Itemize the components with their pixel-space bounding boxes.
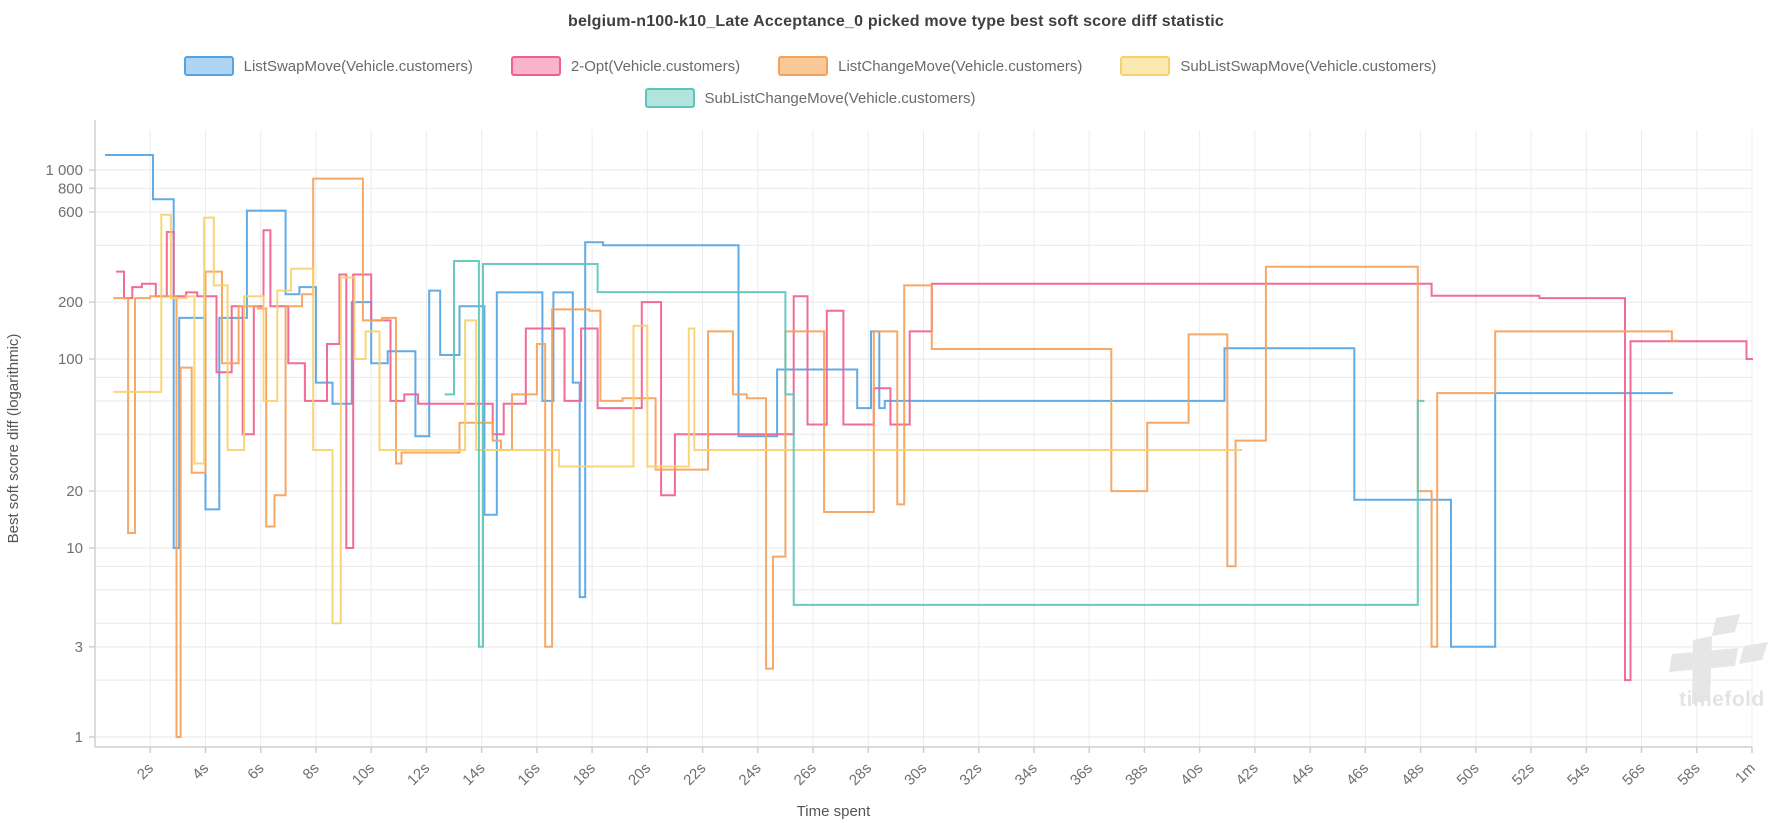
- x-tick-label: 46s: [1343, 760, 1372, 789]
- x-tick-label: 14s: [459, 760, 488, 789]
- chart-title: belgium-n100-k10_Late Acceptance_0 picke…: [567, 13, 1225, 30]
- x-tick-label: 16s: [515, 760, 544, 789]
- series-line-sub-list-swap-move: [113, 213, 1243, 625]
- logo-shape: [1739, 642, 1768, 664]
- x-tick-label: 48s: [1398, 760, 1427, 789]
- x-tick-label: 28s: [846, 760, 875, 789]
- x-tick-label: 6s: [244, 760, 267, 783]
- x-tick-label: 40s: [1177, 760, 1206, 789]
- y-tick-label: 600: [58, 204, 83, 221]
- legend-label-list-swap-move: ListSwapMove(Vehicle.customers): [243, 57, 473, 75]
- legend-row-2: SubListChangeMove(Vehicle.customers): [0, 88, 1620, 108]
- legend-item-list-swap-move[interactable]: ListSwapMove(Vehicle.customers): [183, 56, 473, 76]
- legend-swatch-list-change-move[interactable]: [778, 56, 829, 76]
- x-tick-label: 34s: [1012, 760, 1041, 789]
- y-axis-title: Best soft score diff (logarithmic): [5, 334, 22, 544]
- logo-shape: [1669, 648, 1738, 672]
- x-tick-label: 24s: [736, 760, 765, 789]
- legend-swatch-sub-list-swap-move[interactable]: [1120, 56, 1171, 76]
- x-tick-label: 44s: [1288, 760, 1317, 789]
- y-tick-label: 1 000: [45, 162, 83, 179]
- y-tick-label: 10: [66, 540, 83, 557]
- x-tick-label: 10s: [349, 760, 378, 789]
- x-tick-label: 52s: [1509, 760, 1538, 789]
- legend-item-list-change-move[interactable]: ListChangeMove(Vehicle.customers): [778, 56, 1082, 76]
- x-tick-label: 26s: [791, 760, 820, 789]
- grid-layer: [95, 130, 1753, 747]
- x-tick-label: 1m: [1732, 760, 1759, 787]
- y-tick-label: 800: [58, 180, 83, 197]
- x-tick-label: 56s: [1619, 760, 1648, 789]
- series-line-list-swap-move: [105, 154, 1673, 648]
- x-tick-label: 12s: [404, 760, 433, 789]
- x-tick-label: 30s: [901, 760, 930, 789]
- series-line-two-opt: [116, 229, 1753, 682]
- y-tick-label: 1: [75, 729, 83, 746]
- legend-label-sub-list-change-move: SubListChangeMove(Vehicle.customers): [704, 89, 976, 107]
- x-tick-label: 36s: [1067, 760, 1096, 789]
- legend-label-list-change-move: ListChangeMove(Vehicle.customers): [838, 57, 1083, 75]
- legend-row-1: ListSwapMove(Vehicle.customers) 2-Opt(Veh…: [0, 56, 1620, 76]
- x-tick-label: 8s: [300, 760, 323, 783]
- x-tick-label: 18s: [570, 760, 599, 789]
- x-tick-label: 22s: [680, 760, 709, 789]
- y-tick-label: 20: [66, 483, 83, 500]
- series-line-list-change-move: [113, 177, 1679, 738]
- legend-item-sub-list-change-move[interactable]: SubListChangeMove(Vehicle.customers): [644, 88, 976, 108]
- series-layer: [105, 154, 1753, 738]
- x-tick-label: 4s: [189, 760, 212, 783]
- logo-shape: [1712, 614, 1740, 636]
- legend-label-two-opt: 2-Opt(Vehicle.customers): [570, 57, 741, 75]
- y-tick-label: 100: [58, 351, 83, 368]
- x-axis-title: Time spent: [797, 803, 871, 820]
- y-tick-label: 3: [75, 639, 83, 656]
- legend-swatch-list-swap-move[interactable]: [183, 56, 234, 76]
- legend-swatch-two-opt[interactable]: [510, 56, 561, 76]
- x-tick-label: 32s: [956, 760, 985, 789]
- x-tick-label: 50s: [1454, 760, 1483, 789]
- timefold-logo-icon: [1669, 614, 1768, 704]
- watermark-text: timefold: [1679, 688, 1765, 711]
- x-tick-label: 58s: [1674, 760, 1703, 789]
- legend-swatch-sub-list-change-move[interactable]: [644, 88, 695, 108]
- legend-item-sub-list-swap-move[interactable]: SubListSwapMove(Vehicle.customers): [1120, 56, 1436, 76]
- y-tick-label: 200: [58, 294, 83, 311]
- x-tick-label: 2s: [134, 760, 157, 783]
- x-tick-label: 20s: [625, 760, 654, 789]
- legend-label-sub-list-swap-move: SubListSwapMove(Vehicle.customers): [1180, 57, 1437, 75]
- x-tick-label: 42s: [1233, 760, 1262, 789]
- series-line-sub-list-change-move: [444, 260, 1425, 648]
- legend-item-two-opt[interactable]: 2-Opt(Vehicle.customers): [510, 56, 741, 76]
- x-tick-label: 54s: [1564, 760, 1593, 789]
- x-tick-label: 38s: [1122, 760, 1151, 789]
